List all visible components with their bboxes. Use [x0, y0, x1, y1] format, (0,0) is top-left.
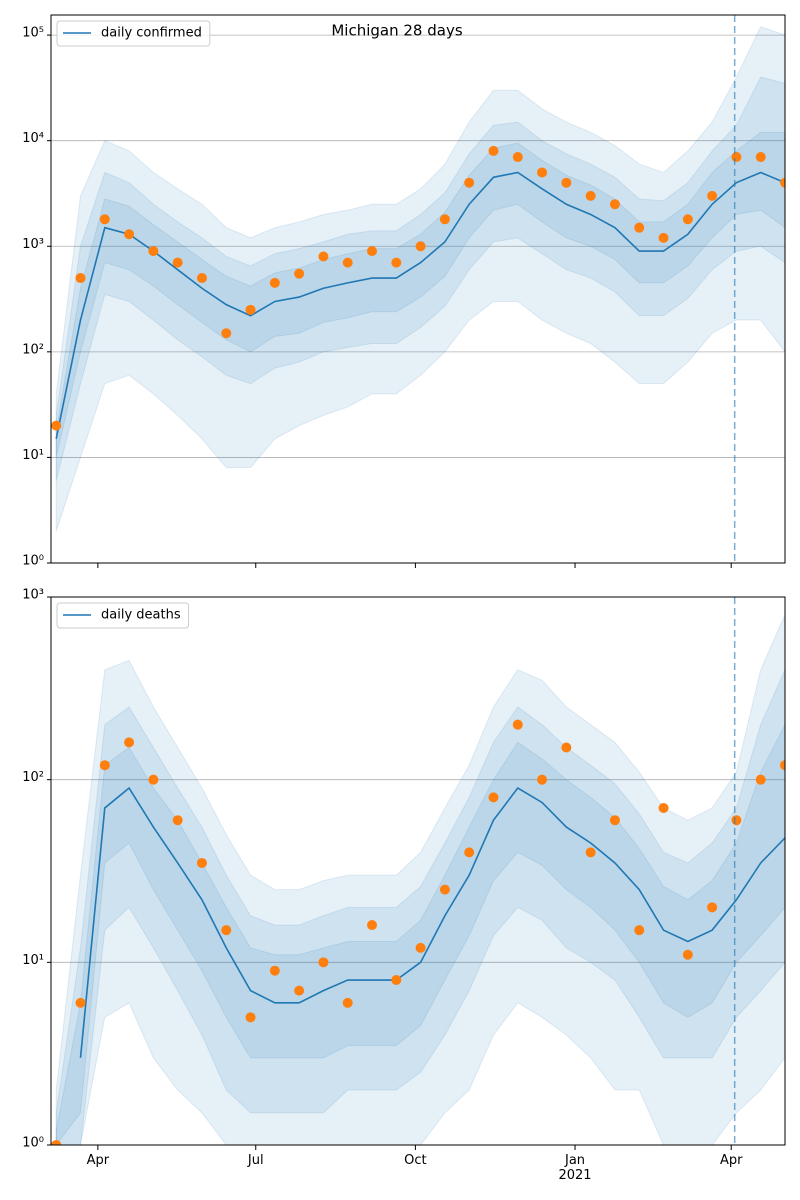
axes-frame [50, 596, 786, 1146]
point [51, 1140, 62, 1145]
point [439, 214, 450, 225]
chart-title: Michigan 28 days [331, 22, 462, 40]
point [780, 177, 785, 188]
point [391, 975, 402, 986]
band [55, 76, 785, 481]
y-tick-label: 10⁰ [22, 554, 44, 569]
legend-box [56, 20, 211, 47]
point [245, 1012, 256, 1023]
band [55, 131, 785, 458]
point [221, 925, 232, 936]
y-tick-label: 10⁴ [22, 131, 44, 146]
point [439, 884, 450, 895]
point [391, 257, 402, 268]
point [634, 222, 645, 233]
plot-area [51, 15, 785, 563]
point [221, 328, 232, 339]
point [75, 273, 86, 284]
point [537, 167, 548, 178]
x-tick-label: Apr [86, 1153, 110, 1168]
point [464, 177, 475, 188]
legend: daily confirmed [56, 20, 211, 47]
point [512, 719, 523, 730]
legend-box [56, 602, 190, 629]
point [634, 925, 645, 936]
point [464, 847, 475, 858]
point [488, 792, 499, 803]
point [658, 232, 669, 243]
point [148, 774, 159, 785]
x-tick-label: Jan 2021 [558, 1153, 592, 1183]
point [367, 920, 378, 931]
point [124, 737, 135, 748]
point [148, 246, 159, 257]
line [79, 786, 785, 1058]
y-tick-label: 10³ [22, 237, 44, 252]
y-tick-label: 10³ [22, 588, 44, 603]
x-tick-label: Apr [719, 1153, 743, 1168]
point [99, 214, 110, 225]
y-tick-label: 10⁵ [22, 26, 44, 41]
legend-label: daily deaths [101, 608, 181, 623]
band [55, 724, 785, 1145]
point [124, 229, 135, 240]
legend-label: daily confirmed [101, 26, 202, 41]
point [172, 815, 183, 826]
point [51, 420, 62, 431]
point [367, 246, 378, 257]
y-tick-label: 10¹ [22, 953, 44, 968]
band [55, 614, 785, 1145]
point [342, 997, 353, 1008]
point [269, 965, 280, 976]
point [707, 190, 718, 201]
point [682, 949, 693, 960]
point [196, 857, 207, 868]
point [780, 760, 785, 771]
point [561, 742, 572, 753]
point [512, 152, 523, 163]
point [585, 190, 596, 201]
line [55, 171, 785, 439]
point [488, 145, 499, 156]
point [682, 214, 693, 225]
y-tick-label: 10² [22, 770, 44, 785]
point [585, 847, 596, 858]
point [537, 774, 548, 785]
point [75, 997, 86, 1008]
point [731, 152, 742, 163]
point [318, 957, 329, 968]
point [99, 760, 110, 771]
point [415, 241, 426, 252]
point [342, 257, 353, 268]
point [269, 277, 280, 288]
band [55, 26, 785, 532]
band [55, 669, 785, 1145]
legend: daily deaths [56, 602, 190, 629]
y-tick-label: 10¹ [22, 448, 44, 463]
y-tick-label: 10² [22, 342, 44, 357]
x-tick-label: Jul [247, 1153, 264, 1168]
point [707, 902, 718, 913]
point [318, 251, 329, 262]
x-tick-label: Oct [404, 1153, 427, 1168]
plot-area [51, 597, 785, 1145]
point [609, 199, 620, 210]
point [561, 177, 572, 188]
point [731, 815, 742, 826]
point [415, 942, 426, 953]
point [755, 774, 766, 785]
y-tick-label: 10⁰ [22, 1136, 44, 1151]
axes-frame [50, 14, 786, 564]
point [245, 304, 256, 315]
point [755, 152, 766, 163]
point [609, 815, 620, 826]
point [196, 273, 207, 284]
point [658, 802, 669, 813]
point [294, 985, 305, 996]
point [294, 268, 305, 279]
point [172, 257, 183, 268]
